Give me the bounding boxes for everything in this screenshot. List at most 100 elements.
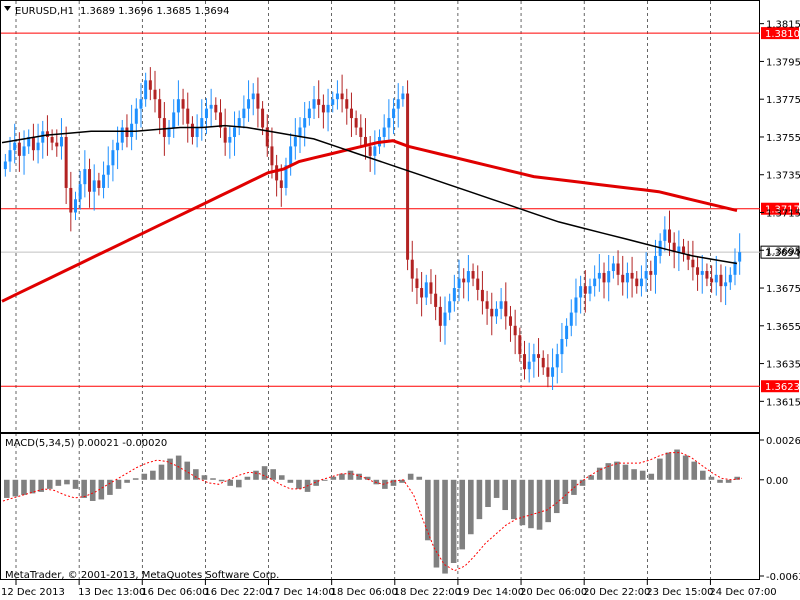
moving-averages	[1, 124, 738, 303]
level-tag-label: 1.3810	[765, 29, 800, 40]
candle-body	[625, 272, 629, 283]
candle-body	[233, 127, 237, 137]
macd-indicator: 0.00263 0.00 -0.00636	[2, 436, 800, 583]
candle-body	[602, 272, 606, 283]
time-label: 12 Dec 2013	[1, 587, 65, 598]
candle-body	[256, 93, 260, 109]
candle-body	[237, 118, 241, 128]
candle-body	[373, 146, 377, 156]
macd-histogram-bar	[476, 479, 483, 520]
candle-body	[494, 308, 498, 317]
candle-body	[293, 136, 297, 147]
price-tick-label: 1.3755	[766, 133, 800, 144]
macd-histogram-bar	[107, 479, 113, 495]
candle-body	[682, 246, 686, 255]
candle-body	[3, 161, 7, 170]
macd-histogram-bar	[510, 479, 517, 520]
macd-histogram-bar	[270, 469, 276, 480]
candle-body	[705, 271, 709, 279]
candle-body	[424, 282, 428, 298]
macd-tick-label: 0.00	[766, 476, 788, 487]
macd-histogram-bar	[639, 470, 646, 480]
macd-histogram-bar	[459, 479, 466, 550]
price-tick-label: 1.3775	[766, 95, 800, 106]
candle-body	[485, 301, 489, 309]
copyright: MetaTrader, © 2001-2013, MetaQuotes Soft…	[5, 570, 279, 581]
candle-body	[653, 255, 657, 275]
candle-body	[335, 93, 339, 100]
candle-body	[247, 99, 251, 109]
candle-body	[214, 104, 218, 113]
time-label: 16 Dec 06:00	[141, 587, 208, 598]
vertical-grid	[15, 1, 711, 580]
time-label: 13 Dec 13:00	[78, 587, 145, 598]
candle-body	[284, 165, 288, 188]
candle-body	[321, 104, 325, 113]
macd-histogram-bar	[244, 476, 251, 480]
candle-body	[649, 271, 653, 275]
candle-body	[363, 136, 367, 147]
candle-body	[504, 301, 508, 317]
macd-histogram-bar	[4, 479, 10, 498]
candle-body	[289, 146, 293, 166]
candle-body	[345, 99, 349, 109]
macd-histogram-bar	[12, 479, 19, 497]
candle-body	[120, 127, 124, 143]
macd-histogram-bar	[218, 479, 225, 482]
macd-histogram-bar	[708, 476, 715, 480]
candle-body	[102, 174, 106, 188]
time-label: 19 Dec 14:00	[457, 587, 524, 598]
candle-body	[410, 259, 414, 279]
current-price-tag	[760, 245, 800, 259]
level-tag-label: 1.3717	[765, 205, 800, 216]
macd-histogram-bar	[236, 479, 242, 488]
candle-body	[13, 142, 17, 151]
candle-body	[8, 150, 12, 162]
candle-body	[97, 180, 101, 188]
macd-histogram-bar	[700, 470, 706, 480]
macd-histogram-bar	[502, 479, 508, 511]
macd-histogram-bar	[81, 479, 87, 498]
time-label: 20 Dec 06:00	[520, 587, 587, 598]
candle-body	[714, 274, 718, 283]
macd-histogram-bar	[399, 479, 405, 483]
macd-histogram-bar	[468, 479, 474, 535]
macd-title: MACD(5,34,5) 0.00021 -0.00020	[5, 438, 167, 449]
candle-body	[78, 184, 82, 200]
macd-histogram-bar	[725, 479, 732, 483]
macd-histogram-bar	[631, 469, 637, 480]
dropdown-triangle-icon[interactable]	[4, 6, 11, 11]
candle-body	[396, 99, 400, 109]
candle-body	[218, 112, 222, 128]
candle-body	[134, 108, 138, 124]
macd-histogram-bar	[261, 466, 268, 480]
candle-body	[265, 127, 269, 147]
symbol-label: EURUSD,H1	[15, 6, 74, 17]
macd-histogram-bar	[184, 461, 191, 480]
macd-histogram-bar	[614, 461, 620, 480]
macd-histogram-bar	[734, 476, 740, 480]
macd-histogram-bar	[364, 476, 371, 480]
candle-body	[677, 246, 681, 253]
candle-body	[172, 112, 176, 128]
macd-histogram-bar	[657, 458, 663, 480]
macd-histogram-bar	[407, 473, 414, 480]
macd-histogram-bar	[167, 458, 173, 480]
macd-histogram-bar	[175, 455, 182, 480]
macd-histogram-bar	[287, 479, 294, 483]
candle-body	[139, 99, 143, 109]
macd-histogram-bar	[132, 478, 139, 480]
candle-body	[696, 267, 700, 275]
candle-body	[251, 93, 255, 100]
candle-body	[635, 278, 639, 287]
candle-body	[17, 142, 21, 156]
candle-body	[55, 142, 59, 147]
time-label: 16 Dec 22:00	[204, 587, 271, 598]
candle-body	[621, 274, 625, 283]
candle-body	[490, 308, 494, 317]
candle-body	[471, 271, 475, 279]
candle-body	[406, 93, 410, 260]
candle-body	[50, 136, 54, 143]
candle-body	[597, 272, 601, 279]
